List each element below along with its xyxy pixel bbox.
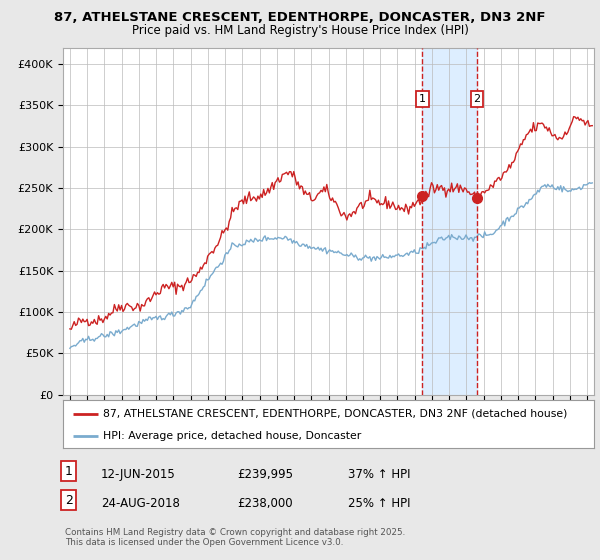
Text: 24-AUG-2018: 24-AUG-2018 <box>101 497 179 510</box>
Text: 37% ↑ HPI: 37% ↑ HPI <box>348 468 410 480</box>
Text: £239,995: £239,995 <box>237 468 293 480</box>
Text: £238,000: £238,000 <box>237 497 293 510</box>
Text: 87, ATHELSTANE CRESCENT, EDENTHORPE, DONCASTER, DN3 2NF: 87, ATHELSTANE CRESCENT, EDENTHORPE, DON… <box>54 11 546 24</box>
Text: 12-JUN-2015: 12-JUN-2015 <box>101 468 176 480</box>
Text: 1: 1 <box>419 94 426 104</box>
Text: 1: 1 <box>65 465 73 478</box>
Text: Price paid vs. HM Land Registry's House Price Index (HPI): Price paid vs. HM Land Registry's House … <box>131 24 469 36</box>
Text: Contains HM Land Registry data © Crown copyright and database right 2025.
This d: Contains HM Land Registry data © Crown c… <box>65 528 405 547</box>
Text: HPI: Average price, detached house, Doncaster: HPI: Average price, detached house, Donc… <box>103 431 361 441</box>
Bar <box>422 48 477 395</box>
Text: 25% ↑ HPI: 25% ↑ HPI <box>348 497 410 510</box>
Text: 2: 2 <box>65 494 73 507</box>
Text: 87, ATHELSTANE CRESCENT, EDENTHORPE, DONCASTER, DN3 2NF (detached house): 87, ATHELSTANE CRESCENT, EDENTHORPE, DON… <box>103 409 567 419</box>
Text: 2: 2 <box>473 94 481 104</box>
